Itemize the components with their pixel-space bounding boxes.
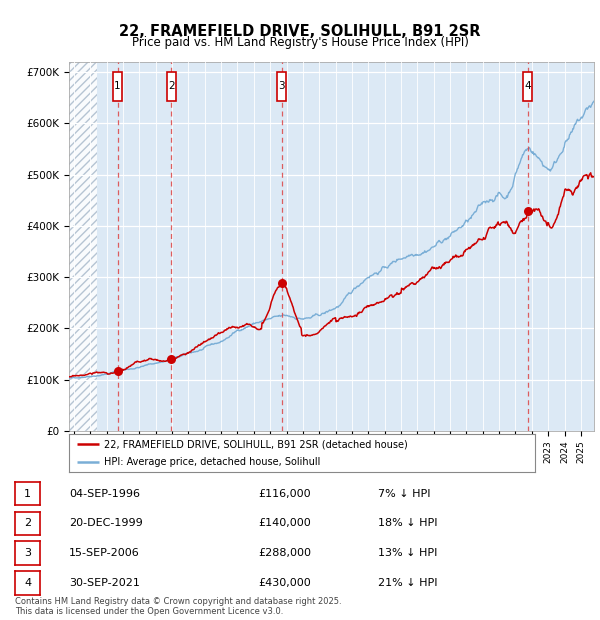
Text: 20-DEC-1999: 20-DEC-1999	[69, 518, 143, 528]
Text: £116,000: £116,000	[258, 489, 311, 498]
Text: 1: 1	[114, 81, 121, 91]
Bar	[167, 72, 176, 100]
Text: Price paid vs. HM Land Registry's House Price Index (HPI): Price paid vs. HM Land Registry's House …	[131, 36, 469, 49]
Text: 22, FRAMEFIELD DRIVE, SOLIHULL, B91 2SR (detached house): 22, FRAMEFIELD DRIVE, SOLIHULL, B91 2SR …	[104, 440, 408, 450]
Text: 30-SEP-2021: 30-SEP-2021	[69, 578, 140, 588]
Bar	[113, 72, 122, 100]
Text: This data is licensed under the Open Government Licence v3.0.: This data is licensed under the Open Gov…	[15, 606, 283, 616]
Text: HPI: Average price, detached house, Solihull: HPI: Average price, detached house, Soli…	[104, 457, 320, 467]
Text: 22, FRAMEFIELD DRIVE, SOLIHULL, B91 2SR: 22, FRAMEFIELD DRIVE, SOLIHULL, B91 2SR	[119, 24, 481, 38]
Bar	[523, 72, 532, 100]
Text: 3: 3	[24, 548, 31, 558]
Text: £288,000: £288,000	[258, 548, 311, 558]
Text: 21% ↓ HPI: 21% ↓ HPI	[378, 578, 437, 588]
Bar	[277, 72, 286, 100]
Text: 4: 4	[524, 81, 531, 91]
Text: 3: 3	[278, 81, 285, 91]
Text: 7% ↓ HPI: 7% ↓ HPI	[378, 489, 431, 498]
Text: 13% ↓ HPI: 13% ↓ HPI	[378, 548, 437, 558]
Text: 18% ↓ HPI: 18% ↓ HPI	[378, 518, 437, 528]
Bar	[69, 62, 97, 431]
Text: 2: 2	[168, 81, 175, 91]
Text: £430,000: £430,000	[258, 578, 311, 588]
Text: 15-SEP-2006: 15-SEP-2006	[69, 548, 140, 558]
Text: 2: 2	[24, 518, 31, 528]
Text: Contains HM Land Registry data © Crown copyright and database right 2025.: Contains HM Land Registry data © Crown c…	[15, 597, 341, 606]
Text: 1: 1	[24, 489, 31, 498]
Text: 4: 4	[24, 578, 31, 588]
Text: £140,000: £140,000	[258, 518, 311, 528]
Text: 04-SEP-1996: 04-SEP-1996	[69, 489, 140, 498]
